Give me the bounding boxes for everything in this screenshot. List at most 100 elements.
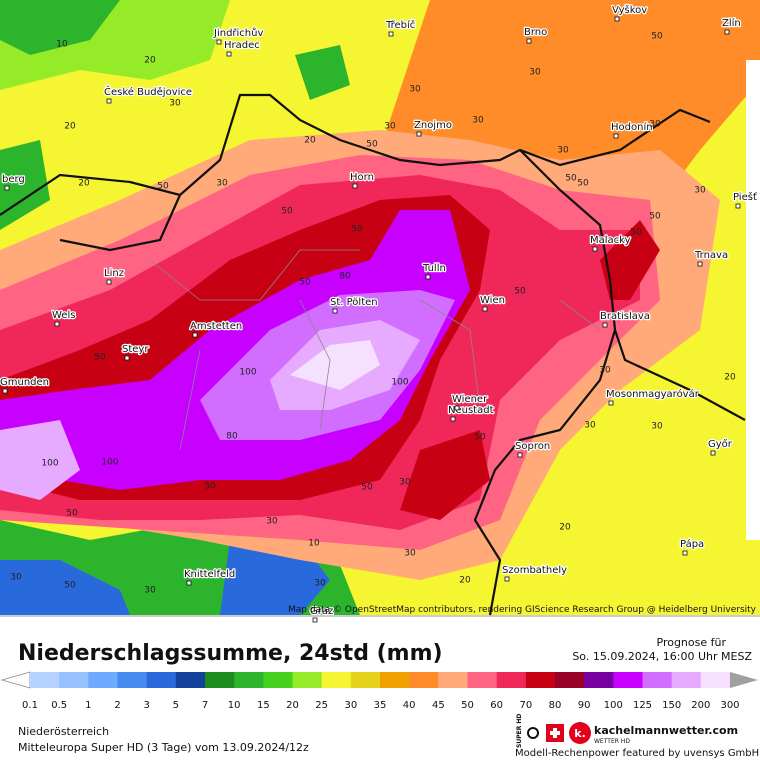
contour-label: 30 (169, 99, 181, 109)
city: Brno (524, 27, 547, 38)
city-marker (697, 261, 703, 267)
city: Győr (708, 438, 733, 450)
city: Horn (350, 172, 374, 183)
city-marker (504, 576, 510, 582)
contour-label: 50 (514, 287, 526, 297)
scale-box (146, 672, 177, 688)
city-marker (332, 308, 338, 314)
contour-label: 10 (308, 539, 320, 549)
city-marker (124, 355, 130, 361)
scale-label: 60 (490, 700, 503, 711)
city: Wien (480, 295, 505, 306)
area (290, 340, 380, 390)
scale-label: 45 (432, 700, 445, 711)
area (0, 560, 130, 615)
city: Sopron (515, 441, 550, 452)
scale-box (59, 672, 89, 688)
city: Zlín (722, 17, 741, 29)
contour-label: 30 (404, 549, 416, 559)
scale-box (234, 672, 264, 688)
city-marker (735, 203, 741, 209)
city-marker (614, 16, 620, 22)
city: Graz (310, 606, 333, 617)
forecast-label: Prognose für (657, 636, 727, 649)
scale-box (496, 672, 527, 688)
contour-label: 100 (239, 368, 256, 378)
contour-label: 30 (529, 68, 541, 78)
country-borders (0, 93, 746, 616)
city-marker (352, 183, 358, 189)
city: Tulln (422, 263, 446, 274)
scale-box (409, 672, 439, 688)
contour-label: 30 (266, 517, 278, 527)
scale-label: 25 (315, 700, 328, 711)
scale-box (88, 672, 118, 688)
badge: SUPER HD (516, 714, 523, 748)
scale-box (613, 672, 643, 688)
scale-box (467, 672, 498, 688)
scale-over (730, 672, 758, 688)
credit: Modell-Rechenpower featured by uvensys G… (515, 748, 759, 759)
color-scale: 0.1 0.5 1 2 3 5 7 10 15 20 25 30 35 40 45 50 60 70 80 90 100… (0, 671, 758, 711)
scale-label: 35 (374, 700, 387, 711)
city: Bratislava (600, 311, 650, 322)
scale-label: 15 (257, 700, 270, 711)
scale-box (525, 672, 556, 688)
contour-label: 50 (651, 32, 663, 42)
city: Hodonín (611, 121, 653, 133)
city-marker (710, 450, 716, 456)
contour-label: 20 (559, 523, 571, 533)
city-marker (416, 131, 422, 137)
city: Jindřichův (213, 27, 263, 39)
legend-title: Niederschlagssumme, 24std (mm) (18, 641, 443, 666)
city-marker (592, 246, 598, 252)
contour-label: 20 (144, 56, 156, 66)
scale-box (30, 672, 60, 688)
city: Wiener (452, 394, 488, 405)
area (600, 220, 660, 300)
scale-box (117, 672, 148, 688)
contour-label: 80 (339, 272, 351, 282)
swiss-cross (550, 728, 560, 738)
area (0, 420, 80, 500)
contour-label: 100 (41, 459, 58, 469)
contour-label: 50 (649, 212, 661, 222)
site-logo (569, 722, 591, 744)
scale-label: 90 (578, 700, 591, 711)
scale-label: 0.1 (22, 700, 38, 711)
scale-label: 150 (662, 700, 681, 711)
area (400, 430, 490, 520)
contour-label: 20 (459, 576, 471, 586)
contour-label: 20 (78, 179, 90, 189)
city-marker (2, 388, 8, 394)
contour-label: 50 (94, 353, 106, 363)
city-marker (517, 452, 523, 458)
contour-label: 30 (10, 573, 22, 583)
forecast-time: So. 15.09.2024, 16:00 Uhr MESZ (572, 650, 752, 663)
city: Trnava (694, 250, 728, 261)
site-sub: WETTER HD (594, 738, 630, 745)
city-marker (425, 274, 431, 280)
contour-label: 50 (351, 225, 363, 235)
city: Linz (104, 268, 124, 279)
scale-box (380, 672, 410, 688)
scale-box (175, 672, 206, 688)
city: Amstetten (190, 321, 242, 332)
city: Piešť (733, 191, 757, 203)
contour-label: 30 (216, 179, 228, 189)
city-marker (216, 39, 222, 45)
scale-box (700, 672, 731, 688)
data-edge (746, 60, 760, 540)
attribution: Map data © OpenStreetMap contributors, r… (288, 605, 757, 615)
contour-label: 10 (56, 40, 68, 50)
scale-box (642, 672, 673, 688)
city-marker (106, 98, 112, 104)
city: Malacky (590, 235, 631, 246)
scale-box (321, 672, 352, 688)
city-marker (602, 322, 608, 328)
contour-label: 30 (651, 422, 663, 432)
contour-label: 50 (66, 509, 78, 519)
contour-label: 50 (565, 174, 577, 184)
